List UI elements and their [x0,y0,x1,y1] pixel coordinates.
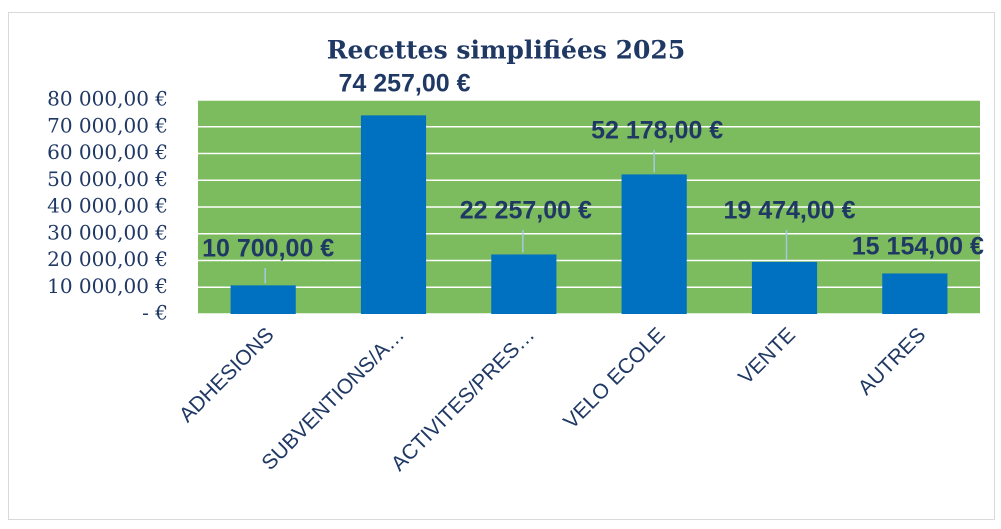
y-tick-label: 20 000,00 € [47,247,168,271]
y-tick-label: 80 000,00 € [47,87,168,111]
bar [491,254,557,314]
bar [882,273,948,314]
data-label: 52 178,00 € [591,117,723,145]
y-tick-label: - € [142,301,168,325]
y-tick-label: 70 000,00 € [47,113,168,137]
bar [751,261,818,314]
y-tick-label: 50 000,00 € [47,167,168,191]
y-tick-label: 40 000,00 € [47,194,168,218]
bar [621,174,687,314]
chart-title: Recettes simplifiées 2025 [327,36,685,65]
y-tick-label: 10 000,00 € [47,274,168,298]
bar [230,285,296,314]
data-label: 10 700,00 € [202,235,334,263]
data-label: 22 257,00 € [460,197,592,225]
y-tick-label: 60 000,00 € [47,140,168,164]
y-tick-label: 30 000,00 € [47,220,168,244]
bar [360,115,427,315]
data-label: 19 474,00 € [723,197,855,225]
data-label: 74 257,00 € [338,70,470,98]
data-label: 15 154,00 € [852,233,984,261]
